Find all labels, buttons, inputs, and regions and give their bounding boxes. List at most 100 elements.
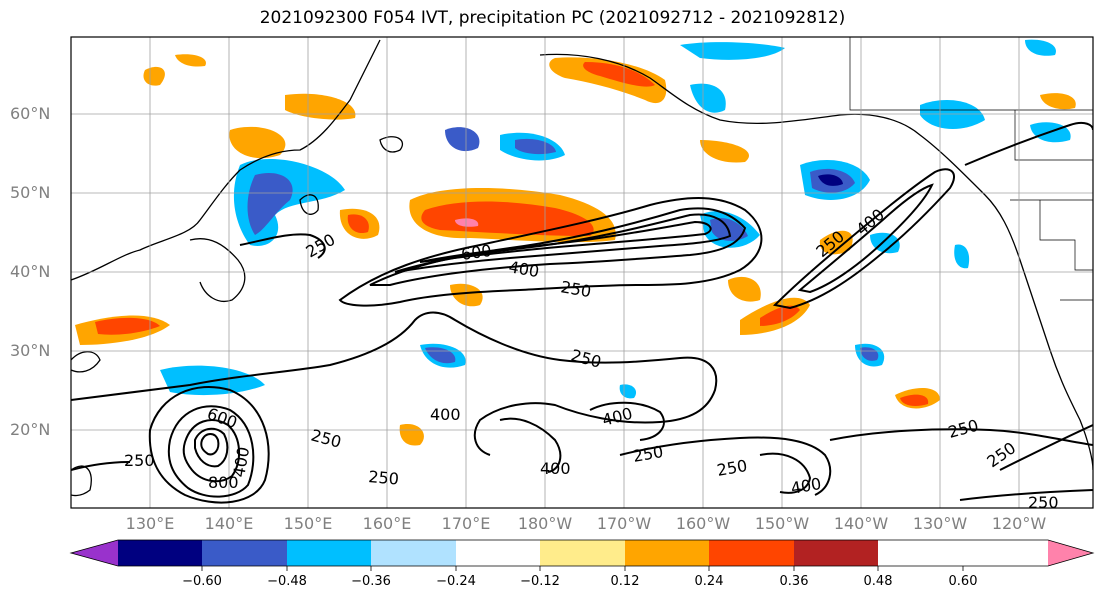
colorbar-tick-label: −0.12 [520,574,560,589]
lat-label-40n: 40°N [10,262,51,281]
colorbar-tick-label: −0.24 [436,574,476,589]
colorbar-tick-label: 0.12 [610,574,640,589]
colorbar-extend-high [1048,540,1093,566]
contour-400-ne [797,183,934,294]
lon-label-130w: 130°W [912,514,968,533]
lon-label-170w: 170°W [596,514,652,533]
colorbar-tick-label: 0.60 [948,574,978,589]
map-frame [70,36,1094,509]
precip-patch-negative [515,138,556,155]
lon-label-160e: 160°E [362,514,412,533]
precip-patch-positive [1040,93,1076,110]
contour-label: 250 [124,451,155,470]
coastline-japan [189,238,246,302]
precip-patch-negative [920,100,985,130]
contour-400-east [759,452,812,494]
colorbar-tick-label: 0.48 [863,574,893,589]
precip-patch-positive [583,62,655,87]
border-states [1039,200,1093,271]
colorbar-bin [118,540,202,566]
lon-label-180w: 180°W [517,514,573,533]
coastline-philippines [71,351,101,373]
colorbar-tick-label: 0.36 [779,574,809,589]
precip-patch-negative [680,42,785,60]
contour-250-bottom [959,489,1093,501]
contour-250-jet [338,197,763,307]
contour-250-ne [772,168,955,310]
precip-patch-positive [229,126,286,159]
colorbar-tick-label: −0.60 [182,574,222,589]
colorbar-bin [709,540,794,566]
contour-250-japan [239,233,326,259]
precip-patch-positive [421,201,594,236]
colorbar-bin [287,540,371,566]
precip-patch-negative [954,244,970,269]
contour-400-typhoon [167,405,255,498]
lat-label-60n: 60°N [10,104,51,123]
precip-patch-positive [900,394,929,406]
contour-250-typhoon [148,385,270,504]
coastline-kurils [379,136,404,153]
precip-patch-positive [760,305,800,326]
lon-label-160w: 160°W [675,514,731,533]
lon-label-130e: 130°E [125,514,175,533]
contour-400-south [499,417,562,473]
contour-600-typhoon [182,419,240,483]
map-title: 2021092300 F054 IVT, precipitation PC (2… [259,8,846,28]
lon-label-150e: 150°E [283,514,333,533]
contour-250-west [71,461,131,471]
precip-shading [75,39,1076,446]
colorbar-extend-low [71,540,118,566]
border-us-canada-alaska [849,37,1093,111]
precip-patch-positive [549,57,667,104]
contour-label: 250 [1028,493,1059,512]
precip-patch-positive [399,424,424,446]
contour-250-south [71,311,718,456]
contour-label: 800 [208,473,239,492]
precip-patch-negative [247,172,293,235]
colorbar-bin [371,540,456,566]
contour-label: 250 [368,467,400,489]
precip-patch-positive [175,54,206,67]
precip-patch-negative [1025,39,1056,56]
contour-label: 600 [460,241,493,264]
contour-800-jet [419,220,712,263]
colorbar-outline [69,539,1095,567]
lat-label-30n: 30°N [10,341,51,360]
coastline-islands [71,465,92,497]
colorbar-tick-label: −0.48 [267,574,307,589]
border-provinces [1014,110,1093,161]
precip-patch-positive [728,276,761,302]
borders [849,37,1093,301]
contour-center-typhoon [200,433,220,456]
lat-label-20n: 20°N [10,420,51,439]
lat-label-50n: 50°N [10,183,51,202]
precip-patch-positive [143,66,165,86]
contour-250-east [619,436,832,496]
colorbar-tick-label: 0.24 [694,574,724,589]
precip-patch-positive [455,218,479,227]
contour-label: 400 [540,459,571,478]
colorbar-bin [625,540,709,566]
colorbar-bin [794,540,878,566]
precip-patch-positive [700,140,749,163]
coastline-asia [71,39,381,281]
lon-label-140e: 140°E [204,514,254,533]
colorbar-bin [540,540,625,566]
contour-250-coast [964,121,1093,166]
colorbar-tickmarks [201,566,964,571]
precip-patch-negative [445,127,480,152]
contour-label: 400 [430,405,461,424]
precip-patch-positive [819,230,853,255]
colorbar-tick-label: −0.36 [351,574,391,589]
contour-250-corner [999,424,1093,471]
lon-label-150w: 150°W [754,514,810,533]
lon-label-140w: 140°W [833,514,889,533]
coastline-hokkaido [299,194,319,215]
colorbar-bins [118,540,878,566]
lon-label-120w: 120°W [991,514,1047,533]
coastlines [71,39,1093,497]
contour-400-mid [589,401,665,441]
precip-patch-positive [95,317,160,335]
